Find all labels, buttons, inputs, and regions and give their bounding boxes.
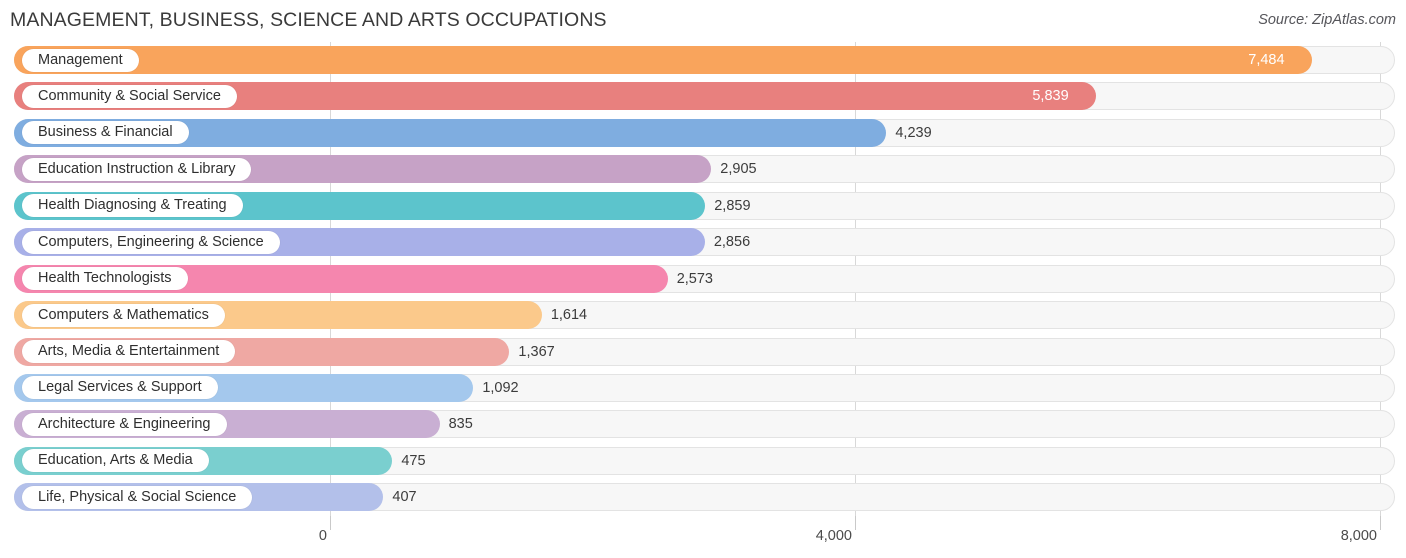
bar-category-label: Education, Arts & Media <box>22 449 209 473</box>
bar-row[interactable]: Education, Arts & Media 475 <box>0 443 1406 479</box>
bar-category-label: Education Instruction & Library <box>22 157 252 181</box>
bar-category-label: Health Diagnosing & Treating <box>22 194 243 218</box>
bar-category-label: Architecture & Engineering <box>22 412 227 436</box>
bar-value-label: 2,859 <box>714 197 751 214</box>
bar-value-label: 475 <box>401 452 426 469</box>
bar-row[interactable]: Life, Physical & Social Science 407 <box>0 479 1406 515</box>
bar-category-label: Arts, Media & Entertainment <box>22 340 236 363</box>
bar-row[interactable]: Computers & Mathematics 1,614 <box>0 297 1406 333</box>
bar-value-label: 7,484 <box>1248 52 1285 68</box>
bar-row[interactable]: Computers, Engineering & Science 2,856 <box>0 224 1406 260</box>
page-title: MANAGEMENT, BUSINESS, SCIENCE AND ARTS O… <box>10 9 607 31</box>
bar-category-label: Computers & Mathematics <box>22 303 225 327</box>
bar-fill <box>14 46 1313 74</box>
bar-row[interactable]: Health Diagnosing & Treating 2,859 <box>0 188 1406 224</box>
x-axis: 0 4,000 8,000 <box>0 516 1406 558</box>
source-attribution: Source: ZipAtlas.com <box>1258 12 1396 28</box>
bar-value-label: 4,239 <box>895 124 932 141</box>
bar-value-label: 2,573 <box>676 270 713 287</box>
bar-value-label: 2,856 <box>713 234 751 251</box>
bar-row[interactable]: Health Technologists 2,573 <box>0 261 1406 297</box>
x-tick-label: 0 <box>318 528 327 544</box>
bar-category-label: Business & Financial <box>22 121 189 145</box>
bar-category-label: Health Technologists <box>22 267 188 291</box>
bar-category-label: Community & Social Service <box>22 84 237 108</box>
bar-value-label: 835 <box>448 416 473 433</box>
bar-row[interactable]: Architecture & Engineering 835 <box>0 406 1406 442</box>
x-tick-label: 4,000 <box>815 528 852 544</box>
bar-row[interactable]: Legal Services & Support 1,092 <box>0 370 1406 406</box>
bar-row[interactable]: Business & Financial 4,239 <box>0 115 1406 151</box>
bar-row[interactable]: Education Instruction & Library 2,905 <box>0 151 1406 187</box>
bar-row[interactable]: Community & Social Service 5,839 <box>0 78 1406 114</box>
bar-row[interactable]: Arts, Media & Entertainment 1,367 <box>0 334 1406 370</box>
x-tick-mark <box>1380 516 1381 530</box>
bar-value-label: 407 <box>392 489 417 506</box>
chart-plot-area: Management 7,484 Community & Social Servic… <box>0 42 1406 558</box>
x-tick-label: 8,000 <box>1340 528 1377 544</box>
bar-value-label: 5,839 <box>1032 88 1069 105</box>
chart-header: MANAGEMENT, BUSINESS, SCIENCE AND ARTS O… <box>0 0 1406 42</box>
bar-row[interactable]: Management 7,484 <box>0 42 1406 78</box>
bar-category-label: Life, Physical & Social Science <box>22 485 253 509</box>
bar-value-label: 2,905 <box>720 161 757 178</box>
bar-value-label: 1,092 <box>482 379 519 396</box>
bar-rows: Management 7,484 Community & Social Servic… <box>0 42 1406 516</box>
x-tick-mark <box>855 516 856 530</box>
bar-category-label: Legal Services & Support <box>22 376 218 400</box>
bar-value-label: 1,614 <box>550 307 588 324</box>
bar-category-label: Computers, Engineering & Science <box>22 230 280 254</box>
x-tick-mark <box>330 516 331 530</box>
bar-value-label: 1,367 <box>518 343 555 360</box>
bar-category-label: Management <box>22 48 139 72</box>
